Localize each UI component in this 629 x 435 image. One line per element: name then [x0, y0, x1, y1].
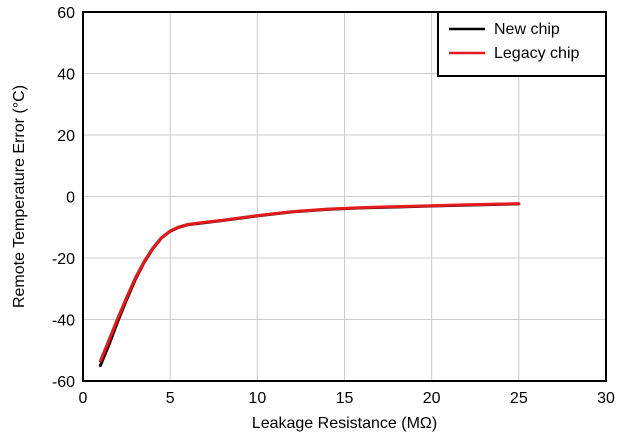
y-axis-label: Remote Temperature Error (°C) — [11, 85, 28, 308]
y-tick-label: 60 — [57, 5, 75, 22]
x-tick-label: 5 — [166, 390, 175, 407]
legend: New chip Legacy chip — [437, 11, 607, 77]
y-tick-label: -40 — [52, 313, 75, 330]
y-tick-label: 40 — [57, 67, 75, 84]
legend-label-legacy-chip: Legacy chip — [494, 45, 579, 62]
x-tick-label: 25 — [510, 390, 528, 407]
plot-frame — [82, 11, 607, 382]
x-tick-label: 0 — [79, 390, 88, 407]
legend-box — [437, 11, 607, 77]
series-line-legacy-chip — [98, 202, 521, 363]
y-tick-label: 20 — [57, 128, 75, 145]
y-tick-label: 0 — [66, 190, 75, 207]
series-lines — [98, 202, 521, 368]
x-axis-label: Leakage Resistance (MΩ) — [252, 415, 437, 432]
x-tick-label: 20 — [423, 390, 441, 407]
x-tick-label: 10 — [248, 390, 266, 407]
x-tick-label: 15 — [336, 390, 354, 407]
y-tick-label: -60 — [52, 374, 75, 391]
x-tick-label: 30 — [597, 390, 615, 407]
legend-label-new-chip: New chip — [494, 21, 560, 38]
y-tick-label: -20 — [52, 251, 75, 268]
tick-labels: 0 5 10 15 20 25 30 -60 -40 -20 0 20 40 60 — [52, 5, 615, 407]
